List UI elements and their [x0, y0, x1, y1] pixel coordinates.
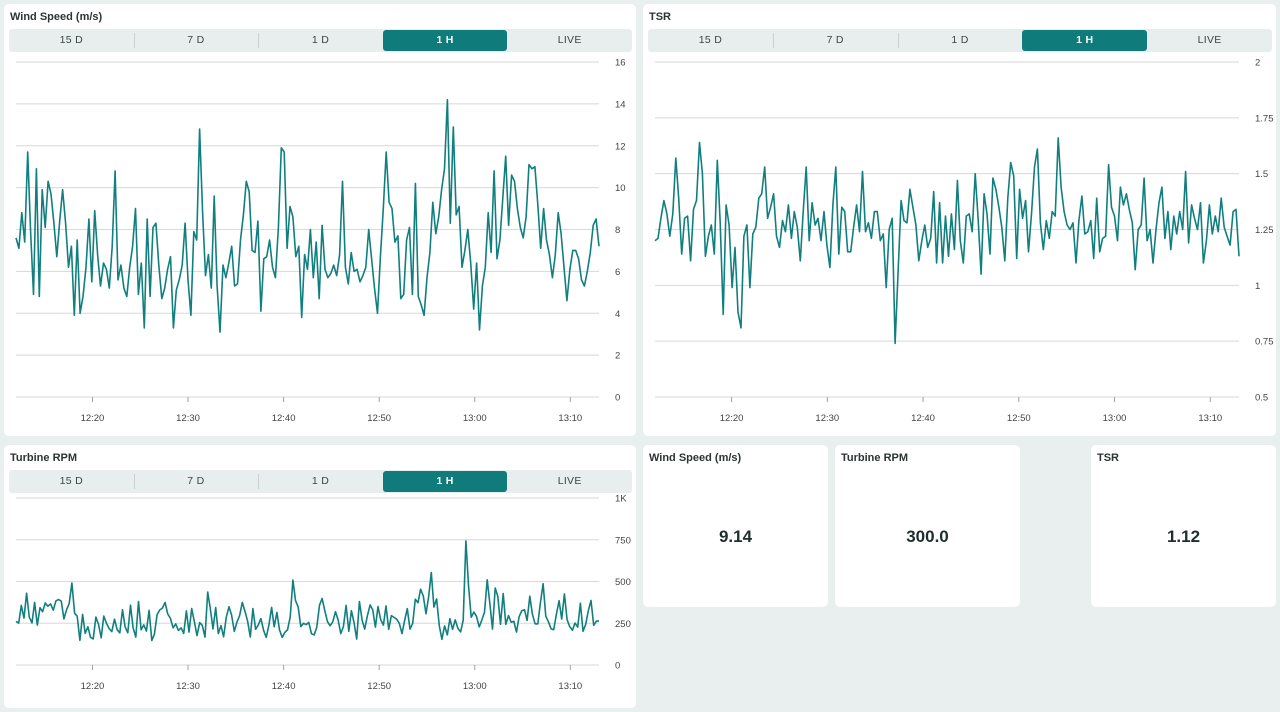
y-tick-label: 500: [615, 577, 631, 588]
wind-speed-chart-widget: Wind Speed (m/s) 15 D 7 D 1 D 1 H LIVE 0…: [4, 4, 636, 436]
tab-1d[interactable]: 1 D: [258, 470, 383, 493]
widget-title: Turbine RPM: [10, 452, 78, 464]
kpi-card-tsr: TSR 1.12: [1091, 445, 1276, 607]
y-tick-label: 0.75: [1255, 337, 1274, 348]
tab-7d[interactable]: 7 D: [133, 470, 259, 493]
tab-1h[interactable]: 1 H: [1022, 30, 1148, 51]
x-tick-label: 12:20: [81, 413, 105, 424]
tab-live[interactable]: LIVE: [557, 34, 582, 46]
x-tick-label: 12:50: [1007, 413, 1031, 424]
series-line: [15, 540, 600, 642]
y-tick-label: 750: [615, 535, 631, 546]
x-tick-label: 13:00: [463, 413, 487, 424]
x-tick-label: 12:20: [720, 413, 744, 424]
y-tick-label: 4: [615, 309, 620, 320]
x-tick-label: 12:50: [367, 413, 391, 424]
tab-1h[interactable]: 1 H: [382, 471, 508, 492]
kpi-card-turbine-rpm: Turbine RPM 300.0: [835, 445, 1020, 607]
y-tick-label: 16: [615, 58, 626, 69]
x-tick-label: 13:10: [558, 413, 582, 424]
time-range-tabs: 15 D 7 D 1 D 1 H LIVE: [9, 29, 632, 52]
y-tick-label: 1.75: [1255, 113, 1274, 124]
tab-7d[interactable]: 7 D: [133, 29, 259, 52]
tab-15d[interactable]: 15 D: [698, 34, 723, 46]
kpi-title: Turbine RPM: [841, 452, 909, 464]
x-tick-label: 12:30: [815, 413, 839, 424]
y-tick-label: 2: [1255, 58, 1260, 69]
y-tick-label: 250: [615, 619, 631, 630]
y-tick-label: 14: [615, 99, 626, 110]
x-tick-label: 13:10: [1198, 413, 1222, 424]
tab-15d[interactable]: 15 D: [59, 34, 83, 46]
kpi-value: 300.0: [906, 527, 949, 546]
turbine-rpm-line-chart: 0 250 500 750 1K 12:20 12:30 12:40 12:50 13:00 13:…: [15, 495, 631, 692]
x-tick-label: 12:30: [176, 681, 200, 692]
y-tick-label: 1K: [615, 495, 627, 505]
turbine-rpm-chart-widget: Turbine RPM 15 D 7 D 1 D 1 H LIVE 0 250 50…: [4, 445, 636, 708]
y-tick-label: 2: [615, 351, 620, 362]
kpi-value: 9.14: [718, 527, 753, 546]
series-line: [15, 98, 600, 333]
kpi-title: Wind Speed (m/s): [649, 452, 742, 464]
tab-1d[interactable]: 1 D: [258, 29, 383, 52]
y-tick-label: 1.5: [1255, 169, 1268, 180]
y-tick-label: 0: [615, 661, 620, 672]
tsr-line-chart: 0.5 0.75 1 1.25 1.5 1.75 2 12:20 12:30 12:40 12:50…: [654, 58, 1274, 424]
series-line: [654, 137, 1240, 345]
x-tick-label: 12:40: [911, 413, 935, 424]
tsr-chart-widget: TSR 15 D 7 D 1 D 1 H LIVE 0.5 0.75 1 1.25 1.…: [643, 4, 1276, 436]
time-range-tabs: 15 D 7 D 1 D 1 H LIVE: [9, 470, 632, 493]
tab-7d[interactable]: 7 D: [772, 29, 898, 52]
tab-15d[interactable]: 15 D: [59, 475, 83, 487]
kpi-card-wind-speed: Wind Speed (m/s) 9.14: [643, 445, 828, 607]
x-tick-label: 13:00: [1103, 413, 1127, 424]
x-tick-label: 13:10: [558, 681, 582, 692]
y-tick-label: 6: [615, 267, 620, 278]
y-tick-label: 12: [615, 141, 626, 152]
tab-live[interactable]: LIVE: [557, 475, 582, 487]
kpi-value: 1.12: [1166, 527, 1201, 546]
x-tick-label: 12:30: [176, 413, 200, 424]
x-tick-label: 12:40: [272, 413, 296, 424]
x-tick-label: 12:40: [272, 681, 296, 692]
y-tick-label: 8: [615, 225, 620, 236]
y-tick-label: 0: [615, 393, 620, 404]
y-tick-label: 1.25: [1255, 225, 1274, 236]
tab-1d[interactable]: 1 D: [897, 29, 1023, 52]
y-tick-label: 0.5: [1255, 393, 1268, 404]
y-tick-label: 10: [615, 183, 626, 194]
tab-1h[interactable]: 1 H: [382, 30, 508, 51]
x-tick-label: 13:00: [463, 681, 487, 692]
widget-title: TSR: [649, 11, 671, 23]
kpi-title: TSR: [1097, 452, 1119, 464]
time-range-tabs: 15 D 7 D 1 D 1 H LIVE: [648, 29, 1272, 52]
widget-title: Wind Speed (m/s): [10, 11, 103, 23]
tab-live[interactable]: LIVE: [1197, 34, 1222, 46]
wind-speed-line-chart: 0 2 4 6 8 10 12 14 16 12:20 12:30 12:40 12:50 13:00 13…: [15, 58, 626, 424]
y-tick-label: 1: [1255, 281, 1260, 292]
x-tick-label: 12:20: [81, 681, 105, 692]
x-tick-label: 12:50: [367, 681, 391, 692]
